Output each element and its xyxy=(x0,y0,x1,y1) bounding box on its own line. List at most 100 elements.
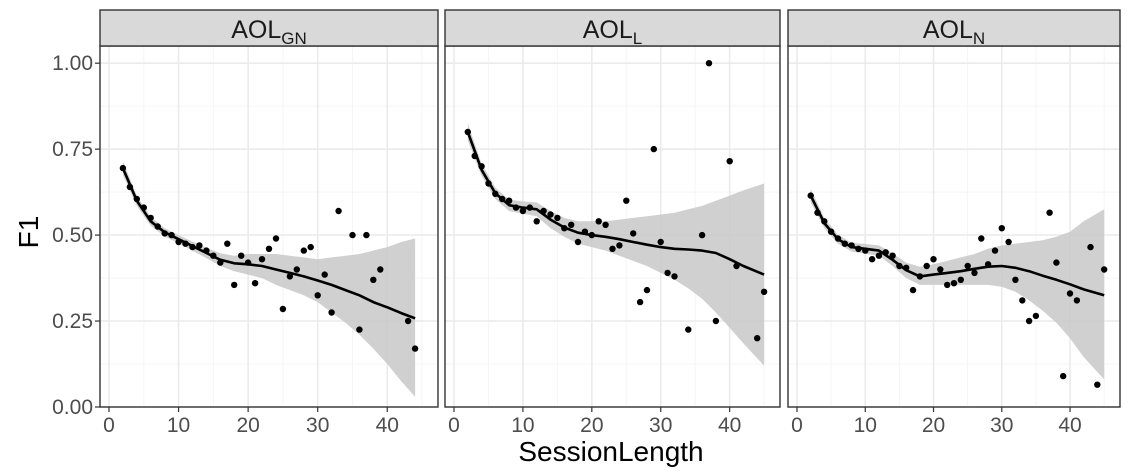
y-tick-label: 1.00 xyxy=(52,52,93,75)
data-point xyxy=(616,242,623,249)
data-point xyxy=(671,273,678,280)
facet-strip xyxy=(99,9,439,47)
facet-label-subscript: L xyxy=(633,29,642,48)
x-tick-label: 30 xyxy=(306,414,329,437)
x-tick-label: 20 xyxy=(236,414,259,437)
data-point xyxy=(1087,243,1094,251)
data-point xyxy=(930,256,937,263)
data-point xyxy=(258,256,266,263)
data-point xyxy=(349,231,356,239)
data-point xyxy=(643,286,651,294)
x-tick-label: 10 xyxy=(167,414,190,437)
data-point xyxy=(533,218,540,225)
data-point xyxy=(314,292,321,299)
data-point xyxy=(1032,312,1040,320)
data-point xyxy=(1005,238,1012,246)
facet-panel: AOLN 0 10 20 30 40 xyxy=(787,9,1121,437)
data-point xyxy=(909,286,917,294)
data-point xyxy=(991,247,999,254)
y-axis-title: F1 xyxy=(13,216,44,249)
data-point xyxy=(251,280,259,287)
x-tick-label: 10 xyxy=(854,414,877,437)
data-point xyxy=(1060,372,1067,380)
data-point xyxy=(307,243,314,251)
data-point xyxy=(937,266,944,273)
x-tick-label: 0 xyxy=(791,414,803,437)
x-tick-label: 20 xyxy=(580,414,603,437)
data-point xyxy=(712,317,720,325)
x-tick-label: 0 xyxy=(448,414,460,437)
data-point xyxy=(519,207,527,215)
data-point xyxy=(636,298,644,306)
data-point xyxy=(356,326,363,333)
x-tick-label: 10 xyxy=(511,414,534,437)
data-point xyxy=(238,252,245,259)
data-point xyxy=(685,326,692,333)
data-point xyxy=(971,269,978,277)
data-point xyxy=(293,266,300,273)
data-point xyxy=(602,221,609,228)
data-point xyxy=(944,281,951,289)
data-point xyxy=(196,242,203,249)
data-point xyxy=(1012,276,1019,283)
data-point xyxy=(404,317,412,325)
data-point xyxy=(1053,259,1060,266)
x-tick-label: 40 xyxy=(1058,414,1081,437)
data-point xyxy=(998,225,1005,232)
facet-panel: AOLL 0 10 20 30 40 xyxy=(444,9,781,437)
data-point xyxy=(328,309,335,316)
x-axis-title: SessionLength xyxy=(518,436,703,467)
facet-strip xyxy=(444,9,781,47)
data-point xyxy=(335,207,342,215)
data-point xyxy=(760,288,768,295)
data-point xyxy=(964,262,971,270)
data-point xyxy=(609,245,616,252)
x-tick-label: 40 xyxy=(376,414,399,437)
data-point xyxy=(978,235,985,242)
data-point xyxy=(1025,317,1033,325)
y-tick-label: 0.25 xyxy=(52,310,93,333)
data-point xyxy=(950,280,958,287)
data-point xyxy=(286,273,294,280)
data-point xyxy=(554,214,561,222)
data-point xyxy=(574,238,582,246)
data-point xyxy=(650,145,657,153)
x-tick-label: 40 xyxy=(718,414,741,437)
data-point xyxy=(265,245,273,252)
data-point xyxy=(875,252,883,259)
data-point xyxy=(1066,290,1074,297)
x-tick-label: 20 xyxy=(922,414,945,437)
data-point xyxy=(377,266,384,273)
facet-label: AOLGN xyxy=(231,16,307,48)
data-point xyxy=(698,231,706,239)
facet-strip xyxy=(787,9,1121,47)
facet-label-subscript: N xyxy=(973,29,985,48)
data-point xyxy=(363,231,370,239)
facet-label: AOLL xyxy=(583,16,643,48)
y-tick-label: 0.00 xyxy=(52,396,93,419)
facet-label-main: AOL xyxy=(923,16,973,44)
data-point xyxy=(595,218,602,225)
data-point xyxy=(754,335,761,342)
data-point xyxy=(657,238,664,246)
x-tick-label: 30 xyxy=(990,414,1013,437)
data-point xyxy=(923,262,930,270)
x-tick-label: 30 xyxy=(649,414,672,437)
facet-label-main: AOL xyxy=(583,16,633,44)
confidence-ribbon xyxy=(467,123,765,366)
confidence-ribbon xyxy=(810,188,1105,380)
smooth-line xyxy=(466,131,765,276)
data-point xyxy=(623,197,630,204)
facet-label: AOLN xyxy=(923,16,985,48)
y-tick-label: 0.75 xyxy=(52,138,93,161)
facet-panel: AOLGN 0 10 20 30 40 xyxy=(99,9,439,437)
data-point xyxy=(272,235,280,242)
data-point xyxy=(300,247,307,254)
facet-label-main: AOL xyxy=(231,16,281,44)
data-point xyxy=(664,269,671,277)
confidence-ribbon xyxy=(122,161,416,397)
data-point xyxy=(1046,209,1053,216)
smooth-line xyxy=(809,195,1105,297)
